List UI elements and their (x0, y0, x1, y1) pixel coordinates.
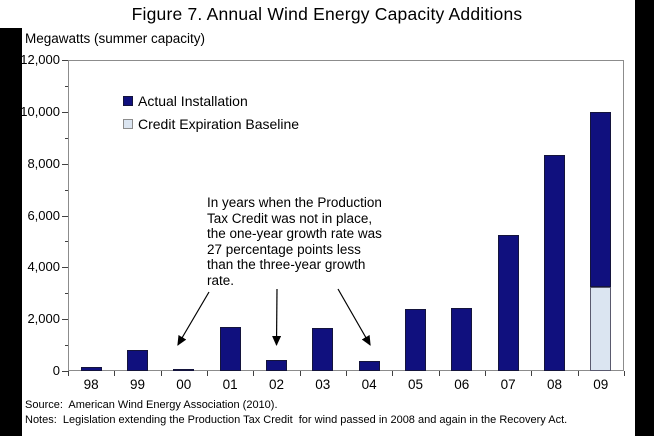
y-minor-tick (65, 293, 68, 295)
y-axis-caption: Megawatts (summer capacity) (25, 31, 206, 46)
bar-09-actual (590, 111, 612, 287)
y-tick-label: 10,000 (20, 103, 60, 119)
bar-09-baseline (590, 286, 612, 371)
x-tick-label: 00 (176, 377, 192, 392)
y-major-tick (62, 267, 68, 269)
y-tick-label: 8,000 (27, 155, 60, 171)
x-tick-label: 08 (546, 377, 562, 392)
x-tick-label: 98 (83, 377, 99, 392)
annotation-text: In years when the Production Tax Credit w… (207, 195, 412, 289)
bar-04-actual (358, 360, 380, 371)
legend-swatch (123, 95, 133, 106)
x-tick (68, 371, 69, 376)
right-black-band (635, 0, 654, 436)
y-minor-tick (65, 137, 68, 139)
y-minor-tick (65, 189, 68, 191)
legend-swatch (123, 118, 133, 129)
legend-item: Actual Installation (123, 89, 299, 112)
y-major-tick (62, 371, 68, 372)
x-tick (207, 371, 208, 376)
left-black-band (0, 28, 22, 436)
bar-07-actual (497, 234, 519, 371)
x-tick (531, 371, 533, 376)
y-major-tick (62, 111, 68, 113)
y-tick-label: 0 (52, 363, 60, 378)
y-minor-tick (65, 85, 68, 87)
annotation-line: 27 percentage points less (207, 241, 361, 257)
source-line: Source: American Wind Energy Association… (25, 399, 278, 411)
plot-area-border (68, 60, 624, 371)
x-tick (299, 371, 301, 376)
chart-title: Figure 7. Annual Wind Energy Capacity Ad… (131, 4, 523, 24)
x-tick (438, 371, 440, 376)
x-tick (253, 371, 255, 376)
x-tick-label: 99 (129, 377, 145, 392)
x-tick (346, 371, 347, 376)
legend-label: Credit Expiration Baseline (138, 115, 300, 132)
notes-line: Notes: Legislation extending the Product… (25, 414, 568, 426)
x-tick (160, 371, 162, 376)
x-tick (114, 371, 116, 376)
bars-layer (68, 60, 624, 371)
legend: Actual Installation Credit Expiration Bas… (123, 89, 299, 135)
x-tick-label: 02 (268, 377, 284, 392)
x-tick-label: 09 (593, 377, 609, 392)
annotation-line: the one-year growth rate was (207, 226, 382, 242)
bar-05-actual (405, 308, 426, 371)
legend-item: Credit Expiration Baseline (123, 112, 299, 135)
bar-08-actual (544, 154, 565, 371)
y-major-tick (62, 319, 68, 321)
y-tick-label: 2,000 (27, 311, 60, 327)
y-tick-label: 6,000 (27, 207, 60, 223)
x-tick-label: 03 (315, 377, 331, 392)
bar-00-actual (173, 369, 195, 371)
x-tick (624, 371, 625, 376)
y-tick-label: 12,000 (20, 52, 60, 67)
annotation-line: In years when the Production (207, 195, 382, 210)
y-minor-tick (65, 345, 68, 347)
y-tick-label: 4,000 (27, 259, 60, 275)
annotation-line: than the three-year growth (207, 257, 366, 273)
annotation-line: Tax Credit was not in place, (207, 210, 373, 226)
x-tick-label: 05 (407, 377, 423, 392)
x-tick-label: 06 (454, 377, 470, 392)
x-tick (392, 371, 394, 376)
y-major-tick (62, 215, 68, 217)
x-tick-label: 07 (500, 377, 516, 392)
legend-label: Actual Installation (138, 92, 248, 109)
bar-02-actual (266, 359, 287, 371)
x-tick (577, 371, 579, 376)
bar-99-actual (127, 350, 148, 371)
bar-01-actual (219, 326, 241, 371)
y-major-tick (62, 163, 68, 165)
x-tick-label: 04 (361, 377, 377, 392)
annotation-line: rate. (207, 272, 235, 288)
x-tick-label: 01 (222, 377, 238, 392)
bar-98-actual (80, 367, 102, 371)
bar-03-actual (312, 328, 334, 371)
y-minor-tick (65, 241, 68, 243)
x-tick (485, 371, 486, 376)
y-major-tick (62, 60, 68, 61)
bar-06-actual (451, 307, 473, 371)
